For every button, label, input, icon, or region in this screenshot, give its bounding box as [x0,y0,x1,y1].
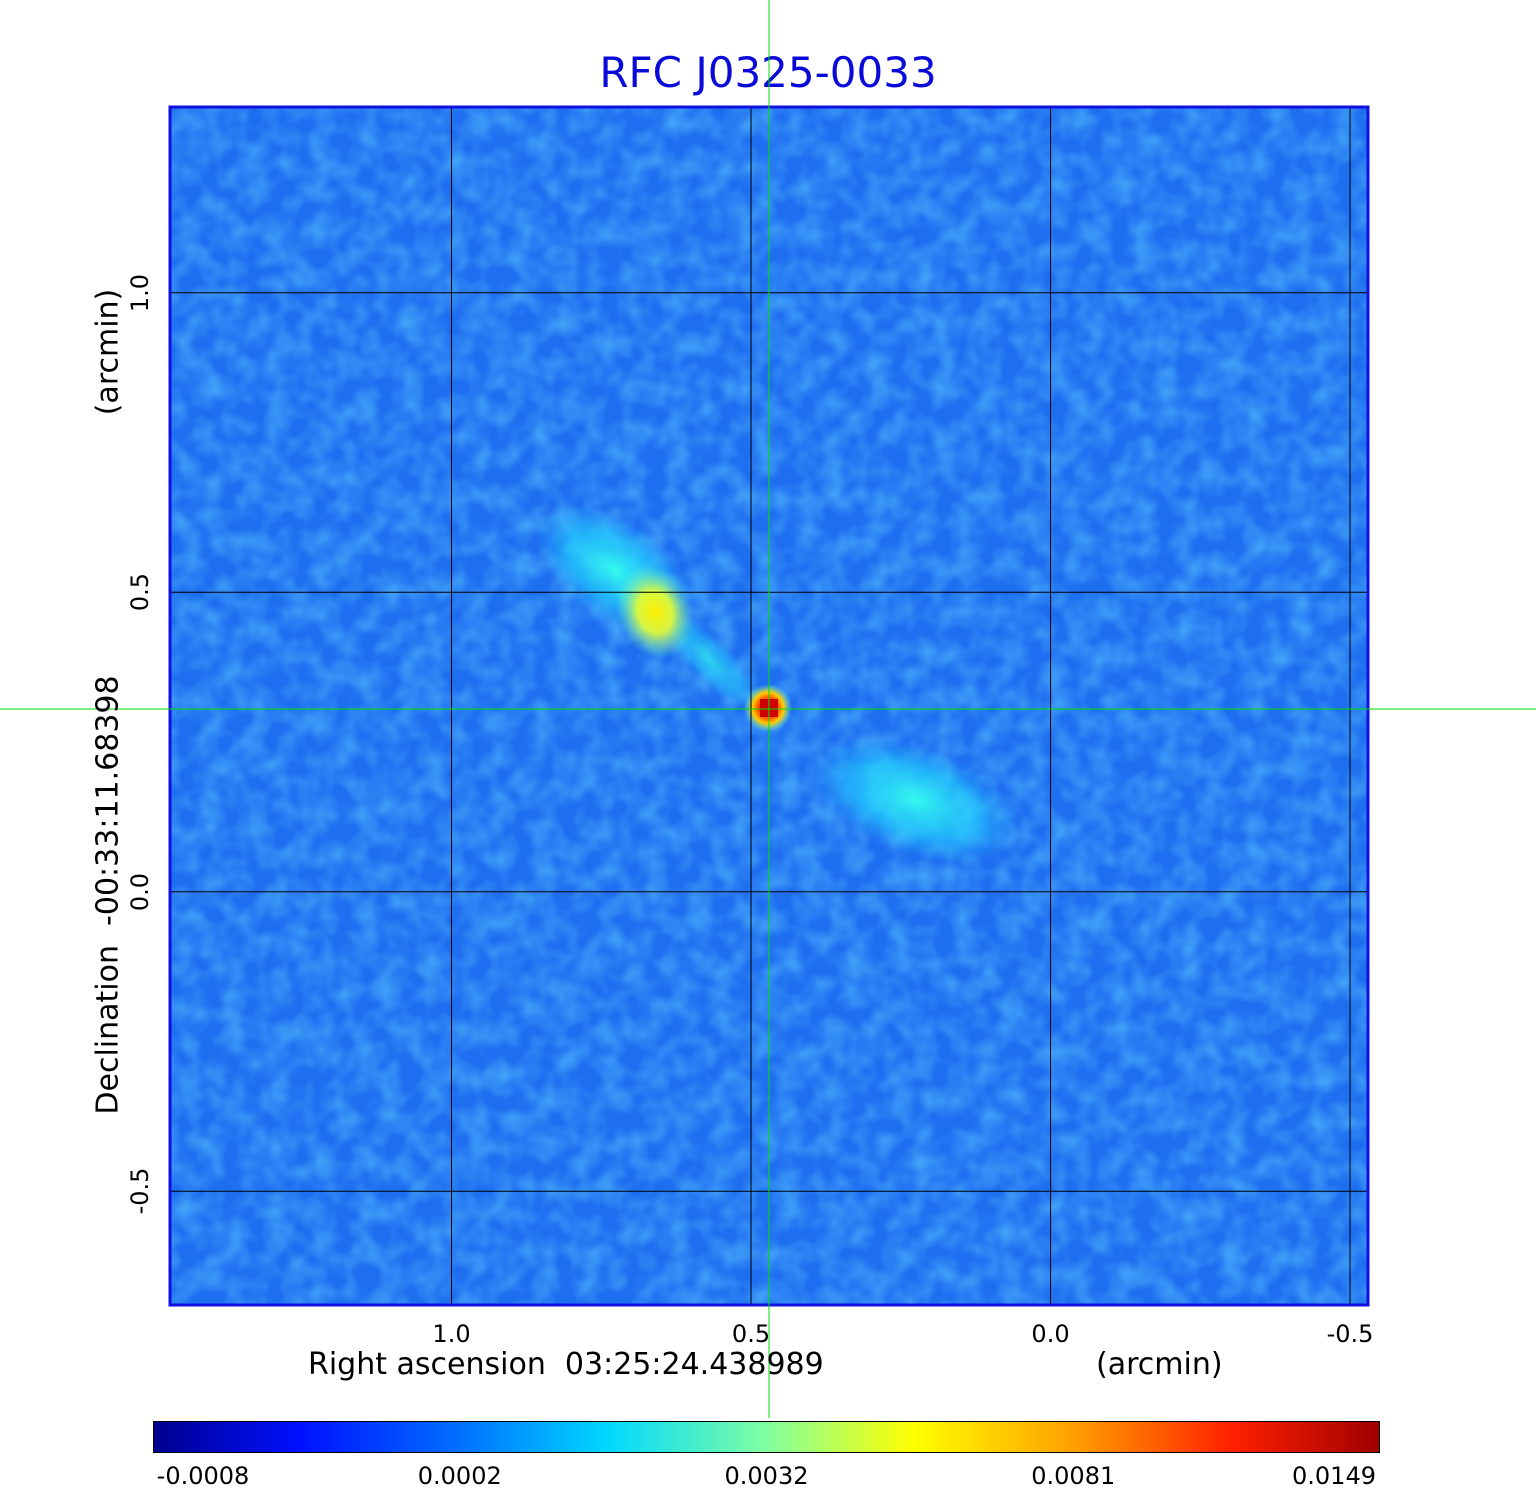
y-axis-label: Declination -00:33:11.68398 [90,675,126,1115]
x-tick-label: 0.0 [1031,1320,1070,1348]
x-axis-unit: (arcmin) [1096,1347,1223,1382]
colorbar-label: 0.0149 [1292,1462,1376,1490]
colorbar-label: 0.0081 [1031,1462,1116,1490]
y-tick-label: 1.0 [126,273,154,312]
colorbar [153,1421,1380,1453]
y-axis-unit: (arcmin) [90,288,126,416]
y-tick-label: -0.5 [126,1167,154,1215]
image-title: RFC J0325-0033 [599,48,937,97]
x-tick-label: -0.5 [1326,1320,1374,1348]
southwest-lobe [809,736,1021,864]
colorbar-label: 0.0002 [417,1462,502,1490]
y-tick-label: 0.5 [126,573,154,612]
colorbar-label: -0.0008 [156,1462,250,1490]
x-tick-label: 1.0 [432,1320,471,1348]
y-tick-label: 0.0 [126,872,154,911]
x-tick-label: 0.5 [731,1320,771,1348]
colorbar-gradient [154,1422,1379,1452]
x-axis-label: Right ascension 03:25:24.438989 [308,1347,824,1382]
colorbar-label: 0.0032 [724,1462,809,1490]
hotspot [615,565,695,659]
